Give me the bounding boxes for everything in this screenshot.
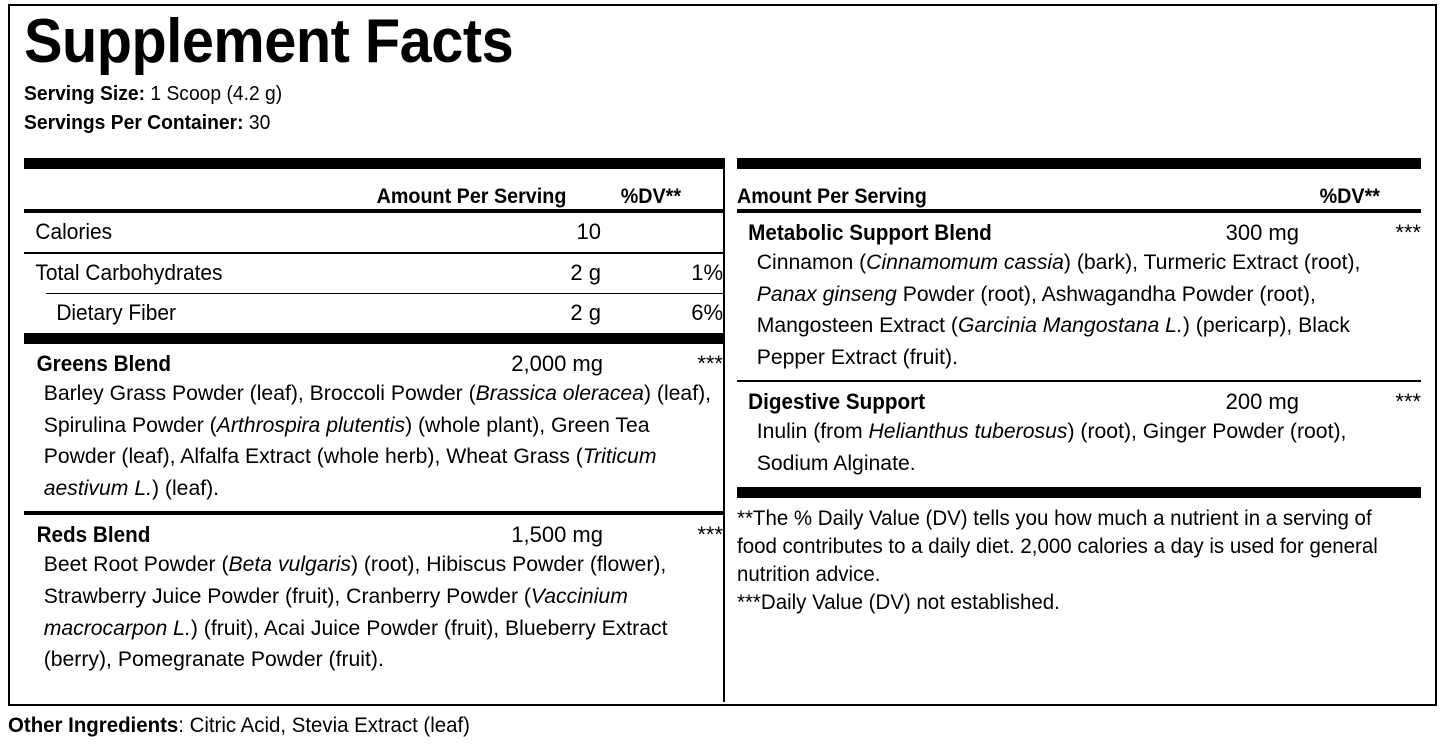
- page-title: Supplement Facts: [24, 7, 514, 76]
- blend-name: Digestive Support: [748, 389, 926, 415]
- blend-ingredients: Cinnamon (Cinnamomum cassia) (bark), Tur…: [756, 250, 1361, 369]
- other-ingredients-label: Other Ingredients: [8, 713, 179, 737]
- facts-column-left: Amount Per Serving %DV** Calories 10 Tot…: [24, 158, 723, 702]
- blend-header: Metabolic Support Blend 300 mg ***: [737, 213, 1421, 246]
- other-ingredients: Other Ingredients: Citric Acid, Stevia E…: [8, 713, 470, 739]
- rule-under-header-right: [737, 209, 1421, 213]
- label-panel: Supplement Facts Serving Size: 1 Scoop (…: [8, 4, 1437, 706]
- table-row: Dietary Fiber 2 g 6%: [24, 294, 723, 333]
- blend-name: Greens Blend: [36, 351, 172, 376]
- row-divider-indented: [46, 292, 723, 294]
- nutrient-name: Dietary Fiber: [56, 300, 176, 325]
- nutrient-name: Total Carbohydrates: [35, 259, 223, 285]
- rule-above-footnotes: [737, 486, 1421, 498]
- other-ingredients-value: Citric Acid, Stevia Extract (leaf): [189, 713, 470, 737]
- servings-per-container-line: Servings Per Container: 30: [24, 108, 1337, 138]
- row-divider: [24, 252, 723, 254]
- header-amount-per-serving: Amount Per Serving: [376, 185, 567, 208]
- other-ingredients-separator: :: [178, 713, 190, 737]
- servings-per-container-value: 30: [248, 111, 271, 135]
- rule-between-blends-right: [737, 380, 1421, 383]
- facts-table: Amount Per Serving %DV** Calories 10 Tot…: [24, 158, 1421, 702]
- blend-amount: 200 mg: [1225, 389, 1299, 415]
- table-row: Total Carbohydrates 2 g 1%: [24, 254, 723, 293]
- blend-dv: ***: [1395, 389, 1421, 415]
- rule-between-blends-left: [24, 511, 723, 516]
- nutrient-amount: 2 g: [570, 259, 601, 285]
- blend-header: Greens Blend 2,000 mg ***: [24, 344, 723, 377]
- table-row: Calories 10: [24, 213, 723, 252]
- serving-info: Serving Size: 1 Scoop (4.2 g) Servings P…: [24, 79, 1337, 138]
- blend-header: Reds Blend 1,500 mg ***: [24, 515, 723, 548]
- blend-ingredients: Inulin (from Helianthus tuberosus) (root…: [756, 419, 1347, 475]
- blend-name: Reds Blend: [36, 522, 151, 548]
- blend-ingredients: Barley Grass Powder (leaf), Broccoli Pow…: [43, 381, 712, 500]
- rule-top-left: [24, 158, 723, 169]
- blend-ingredients: Beet Root Powder (Beta vulgaris) (root),…: [43, 552, 668, 672]
- blend-amount: 300 mg: [1225, 220, 1299, 245]
- blend-header: Digestive Support 200 mg ***: [737, 382, 1421, 415]
- nutrient-name: Calories: [35, 219, 113, 244]
- rule-above-blends: [24, 333, 723, 344]
- nutrient-dv: 1%: [691, 259, 723, 285]
- header-percent-dv: %DV**: [620, 185, 682, 208]
- column-header-right: Amount Per Serving %DV**: [737, 169, 1380, 209]
- serving-size-line: Serving Size: 1 Scoop (4.2 g): [24, 79, 1337, 109]
- servings-per-container-label: Servings Per Container:: [24, 111, 244, 135]
- footnote-not-established: ***Daily Value (DV) not established.: [737, 590, 1060, 614]
- facts-column-right: Amount Per Serving %DV** Metabolic Suppo…: [737, 158, 1421, 702]
- nutrient-dv: 6%: [691, 300, 723, 325]
- rule-under-header-left: [24, 209, 723, 213]
- column-divider: [723, 158, 725, 702]
- blend-dv: ***: [697, 351, 723, 376]
- blend-name: Metabolic Support Blend: [748, 220, 992, 245]
- blend-amount: 2,000 mg: [511, 351, 603, 376]
- blend-dv: ***: [697, 522, 723, 548]
- column-header-left: Amount Per Serving %DV**: [24, 169, 681, 209]
- serving-size-value: 1 Scoop (4.2 g): [150, 81, 283, 105]
- nutrient-amount: 2 g: [570, 300, 601, 325]
- footnote-daily-value: **The % Daily Value (DV) tells you how m…: [737, 506, 1378, 586]
- serving-size-label: Serving Size:: [24, 81, 146, 105]
- rule-top-right: [737, 158, 1421, 169]
- blend-amount: 1,500 mg: [511, 522, 603, 548]
- blend-dv: ***: [1395, 220, 1421, 245]
- header-percent-dv: %DV**: [1319, 185, 1380, 208]
- header-amount-per-serving: Amount Per Serving: [737, 185, 927, 208]
- nutrient-amount: 10: [576, 219, 601, 244]
